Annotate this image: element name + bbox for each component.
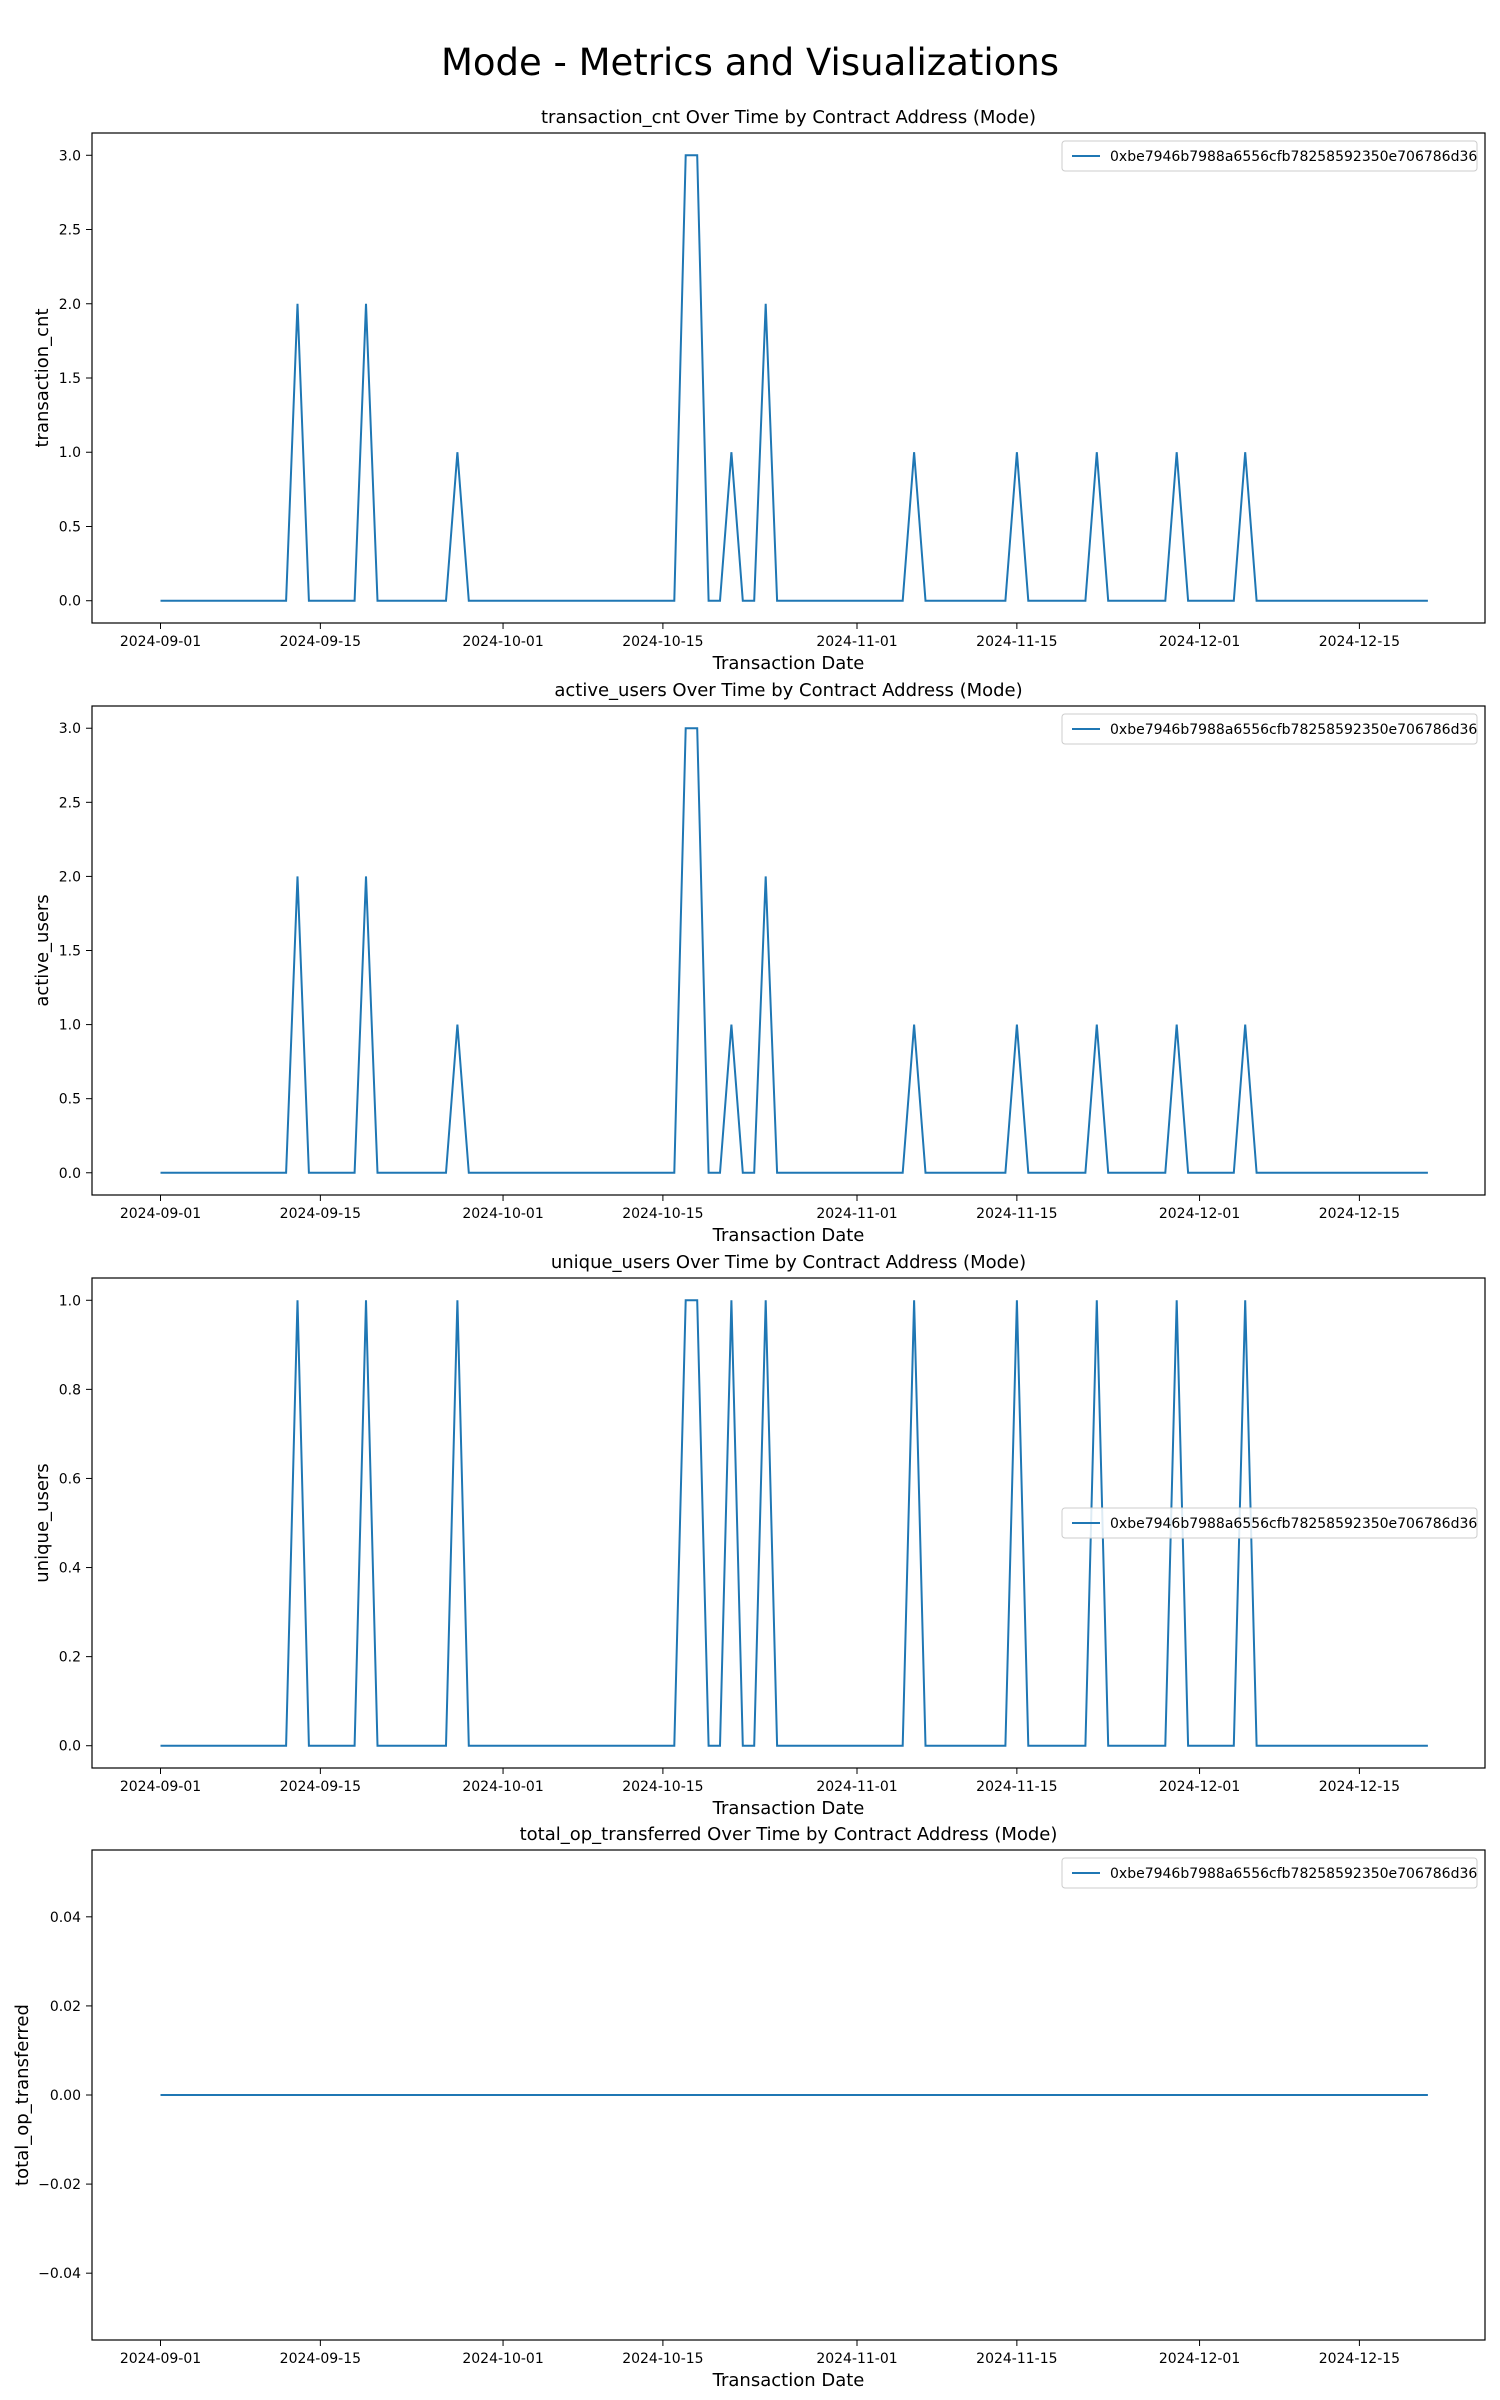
legend-label: 0xbe7946b7988a6556cfb78258592350e706786d…: [1110, 149, 1477, 165]
y-tick-label: 0.2: [59, 1650, 81, 1666]
chart-panel: total_op_transferred Over Time by Contra…: [12, 1824, 1486, 2391]
x-tick-label: 2024-10-01: [462, 1779, 543, 1795]
legend-label: 0xbe7946b7988a6556cfb78258592350e706786d…: [1110, 1516, 1477, 1532]
y-tick-label: 0.00: [50, 2088, 81, 2104]
legend-label: 0xbe7946b7988a6556cfb78258592350e706786d…: [1110, 722, 1477, 738]
y-tick-label: 3.0: [59, 148, 81, 164]
legend: 0xbe7946b7988a6556cfb78258592350e706786d…: [1061, 140, 1478, 172]
x-tick-label: 2024-10-01: [462, 1206, 543, 1222]
y-tick-label: 0.4: [59, 1561, 81, 1577]
chart-title: active_users Over Time by Contract Addre…: [554, 680, 1022, 701]
series-line: [160, 727, 1428, 1174]
y-tick-label: 1.0: [59, 1018, 81, 1034]
x-tick-label: 2024-11-01: [816, 1206, 897, 1222]
chart-title: transaction_cnt Over Time by Contract Ad…: [541, 107, 1036, 128]
x-tick-label: 2024-10-15: [622, 2351, 703, 2367]
x-tick-label: 2024-09-01: [120, 1779, 201, 1795]
y-tick-label: 0.5: [59, 1092, 81, 1108]
x-tick-label: 2024-10-15: [622, 1779, 703, 1795]
x-tick-label: 2024-09-15: [280, 1206, 361, 1222]
y-tick-label: 2.0: [59, 297, 81, 313]
x-tick-label: 2024-11-15: [976, 2351, 1057, 2367]
y-tick-label: 2.5: [59, 223, 81, 239]
y-tick-label: 2.5: [59, 795, 81, 811]
x-tick-label: 2024-10-15: [622, 1206, 703, 1222]
chart-title: total_op_transferred Over Time by Contra…: [520, 1824, 1058, 1845]
x-tick-label: 2024-09-01: [120, 1206, 201, 1222]
legend-label: 0xbe7946b7988a6556cfb78258592350e706786d…: [1110, 1866, 1477, 1882]
y-axis-label: unique_users: [32, 1463, 53, 1582]
legend-box: [1061, 1857, 1478, 1889]
x-tick-label: 2024-10-15: [622, 634, 703, 650]
x-tick-label: 2024-11-15: [976, 1206, 1057, 1222]
legend-box: [1061, 140, 1478, 172]
legend-box: [1061, 713, 1478, 745]
y-tick-label: 0.0: [59, 594, 81, 610]
y-tick-label: 2.0: [59, 869, 81, 885]
x-tick-label: 2024-12-01: [1159, 1206, 1240, 1222]
x-tick-label: 2024-10-01: [462, 2351, 543, 2367]
x-tick-label: 2024-09-01: [120, 2351, 201, 2367]
y-tick-label: 1.5: [59, 371, 81, 387]
y-tick-label: 1.0: [59, 1293, 81, 1309]
chart-panels: transaction_cnt Over Time by Contract Ad…: [12, 107, 1486, 2391]
legend: 0xbe7946b7988a6556cfb78258592350e706786d…: [1061, 1507, 1478, 1539]
chart-panel: transaction_cnt Over Time by Contract Ad…: [32, 107, 1486, 674]
x-tick-label: 2024-12-15: [1319, 2351, 1400, 2367]
plot-frame: [91, 1277, 1486, 1769]
y-tick-label: 0.04: [50, 1910, 81, 1926]
y-tick-label: 0.0: [59, 1166, 81, 1182]
x-tick-label: 2024-10-01: [462, 634, 543, 650]
x-tick-label: 2024-11-01: [816, 634, 897, 650]
y-axis-label: transaction_cnt: [32, 308, 53, 447]
x-axis-label: Transaction Date: [712, 653, 865, 674]
x-tick-label: 2024-09-15: [280, 2351, 361, 2367]
x-tick-label: 2024-09-15: [280, 1779, 361, 1795]
x-axis-label: Transaction Date: [712, 2370, 865, 2391]
chart-panel: active_users Over Time by Contract Addre…: [32, 680, 1486, 1246]
y-tick-label: −0.02: [38, 2177, 81, 2193]
x-tick-label: 2024-12-01: [1159, 634, 1240, 650]
y-tick-label: 1.5: [59, 944, 81, 960]
legend: 0xbe7946b7988a6556cfb78258592350e706786d…: [1061, 1857, 1478, 1889]
y-tick-label: 0.5: [59, 519, 81, 535]
legend-box: [1061, 1507, 1478, 1539]
x-tick-label: 2024-12-01: [1159, 1779, 1240, 1795]
y-tick-label: 0.02: [50, 1999, 81, 2015]
y-axis-label: total_op_transferred: [12, 2004, 33, 2186]
series-line: [160, 154, 1428, 602]
x-tick-label: 2024-12-15: [1319, 634, 1400, 650]
x-tick-label: 2024-09-01: [120, 634, 201, 650]
x-tick-label: 2024-11-01: [816, 2351, 897, 2367]
y-tick-label: 0.0: [59, 1739, 81, 1755]
y-axis-label: active_users: [32, 894, 53, 1006]
y-tick-label: −0.04: [38, 2266, 81, 2282]
x-tick-label: 2024-12-15: [1319, 1779, 1400, 1795]
legend: 0xbe7946b7988a6556cfb78258592350e706786d…: [1061, 713, 1478, 745]
x-tick-label: 2024-11-01: [816, 1779, 897, 1795]
x-axis-label: Transaction Date: [712, 1798, 865, 1819]
y-tick-label: 0.6: [59, 1471, 81, 1487]
figure-title: Mode - Metrics and Visualizations: [441, 41, 1059, 84]
x-tick-label: 2024-12-15: [1319, 1206, 1400, 1222]
y-tick-label: 1.0: [59, 445, 81, 461]
y-tick-label: 0.8: [59, 1382, 81, 1398]
x-axis-label: Transaction Date: [712, 1225, 865, 1246]
series-line: [160, 1299, 1428, 1747]
y-tick-label: 3.0: [59, 721, 81, 737]
x-tick-label: 2024-11-15: [976, 634, 1057, 650]
chart-title: unique_users Over Time by Contract Addre…: [551, 1252, 1026, 1273]
x-tick-label: 2024-11-15: [976, 1779, 1057, 1795]
chart-panel: unique_users Over Time by Contract Addre…: [32, 1252, 1486, 1819]
x-tick-label: 2024-09-15: [280, 634, 361, 650]
x-tick-label: 2024-12-01: [1159, 2351, 1240, 2367]
